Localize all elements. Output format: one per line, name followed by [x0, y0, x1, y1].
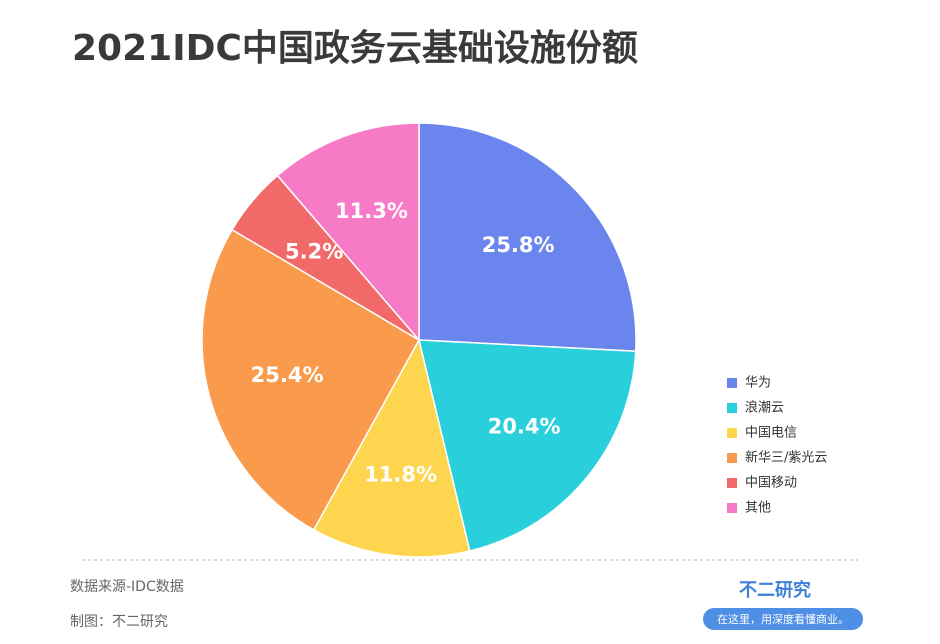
data-label: 20.4%	[488, 414, 561, 438]
legend-swatch	[727, 503, 737, 513]
legend-label: 华为	[745, 376, 771, 391]
pie-slice	[418, 339, 637, 552]
data-label: 5.2%	[285, 239, 343, 263]
legend-swatch	[727, 378, 737, 388]
pie-slice	[418, 122, 637, 353]
legend-label: 中国电信	[745, 426, 797, 441]
brand-slogan: 在这里，用深度看懂商业。	[717, 612, 849, 626]
legend-label: 新华三/紫光云	[745, 450, 827, 466]
chart-title: 2021IDC中国政务云基础设施份额	[72, 28, 638, 69]
legend-label: 浪潮云	[745, 401, 784, 416]
credit: 制图：不二研究	[70, 614, 168, 630]
data-label: 11.8%	[364, 462, 437, 486]
data-label: 25.8%	[482, 233, 555, 257]
legend-swatch	[727, 403, 737, 413]
pie-slice	[201, 228, 421, 531]
legend-swatch	[727, 478, 737, 488]
brand-name: 不二研究	[739, 579, 811, 601]
data-label: 25.4%	[251, 363, 324, 387]
brand-pill	[703, 608, 863, 630]
legend-label: 其他	[745, 501, 771, 516]
pie-slice	[276, 122, 420, 343]
data-label: 11.3%	[335, 199, 408, 223]
source: 数据来源-IDC数据	[70, 579, 184, 595]
pie-slice	[312, 337, 471, 558]
legend-swatch	[727, 453, 737, 463]
legend-swatch	[727, 428, 737, 438]
legend-label: 中国移动	[745, 476, 797, 491]
